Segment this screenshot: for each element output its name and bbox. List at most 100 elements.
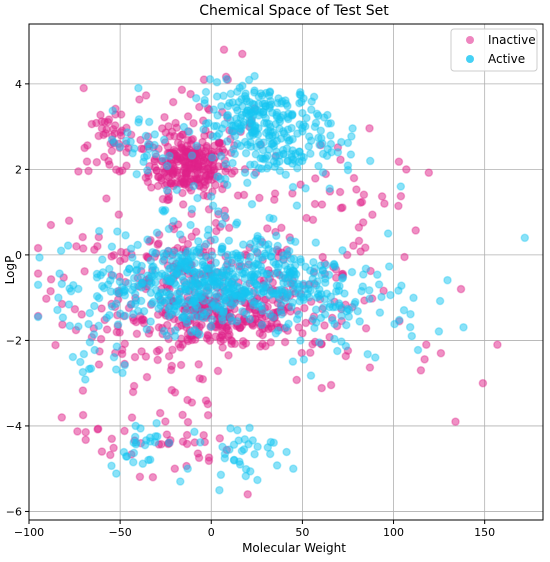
point-active <box>295 296 305 306</box>
point-active <box>288 298 298 307</box>
point-active <box>164 438 174 448</box>
point-active <box>126 137 135 146</box>
point-active <box>210 235 220 244</box>
point-active <box>247 270 257 279</box>
point-active <box>132 169 141 179</box>
point-active <box>265 103 274 113</box>
point-active <box>90 301 99 311</box>
point-inactive <box>178 188 187 198</box>
point-active <box>84 319 93 329</box>
point-inactive <box>241 338 251 348</box>
point-active <box>241 262 250 272</box>
point-active <box>272 136 282 146</box>
point-active <box>211 258 221 268</box>
point-inactive <box>90 245 99 254</box>
point-active <box>226 423 235 433</box>
point-inactive <box>46 286 55 296</box>
point-active <box>244 257 253 266</box>
point-active <box>108 106 117 115</box>
point-inactive <box>258 330 268 340</box>
point-inactive <box>136 135 145 145</box>
point-active <box>338 245 347 255</box>
point-active <box>256 261 266 271</box>
point-active <box>136 296 146 306</box>
point-inactive <box>349 241 358 250</box>
point-active <box>304 292 314 302</box>
point-active <box>214 129 224 139</box>
point-inactive <box>203 399 213 409</box>
point-active <box>244 439 253 449</box>
point-active <box>283 290 293 299</box>
point-active <box>337 274 347 283</box>
point-inactive <box>235 323 245 332</box>
point-active <box>372 270 382 280</box>
point-active <box>234 97 244 107</box>
point-active <box>133 281 143 290</box>
point-inactive <box>255 193 264 203</box>
point-inactive <box>317 200 327 209</box>
point-inactive <box>168 97 178 107</box>
point-active <box>222 136 232 146</box>
point-active <box>335 281 344 291</box>
point-active <box>134 118 143 127</box>
point-inactive <box>101 128 110 138</box>
point-active <box>295 90 305 99</box>
point-active <box>106 276 115 285</box>
point-active <box>228 255 237 265</box>
point-inactive <box>199 430 208 440</box>
point-active <box>190 427 199 437</box>
point-active <box>318 139 327 148</box>
point-active <box>227 126 236 136</box>
point-inactive <box>365 124 374 133</box>
point-inactive <box>178 437 188 446</box>
point-active <box>295 98 304 108</box>
point-inactive <box>96 110 105 120</box>
point-active <box>146 288 156 298</box>
point-active <box>292 201 302 210</box>
point-active <box>390 319 399 329</box>
point-inactive <box>128 387 138 397</box>
point-active <box>263 151 272 160</box>
point-active <box>308 314 318 324</box>
point-active <box>337 303 347 313</box>
point-active <box>201 252 211 262</box>
point-active <box>209 121 219 131</box>
point-active <box>212 77 222 87</box>
point-active <box>311 305 321 315</box>
point-active <box>298 108 307 118</box>
point-active <box>350 297 360 307</box>
point-inactive <box>195 374 204 383</box>
point-inactive <box>401 165 411 174</box>
point-active <box>107 302 117 311</box>
point-active <box>265 213 274 223</box>
point-active <box>33 312 43 322</box>
point-active <box>223 250 232 260</box>
point-active <box>193 193 202 203</box>
point-inactive <box>361 323 371 333</box>
point-active <box>253 475 262 485</box>
point-inactive <box>97 447 107 456</box>
point-inactive <box>280 337 290 347</box>
point-inactive <box>46 274 56 284</box>
point-active <box>200 95 209 105</box>
point-active <box>143 139 153 149</box>
point-active <box>98 267 108 277</box>
point-active <box>365 294 374 304</box>
point-active <box>222 74 231 84</box>
point-inactive <box>451 417 460 427</box>
point-active <box>363 349 373 359</box>
point-active <box>314 133 323 143</box>
point-active <box>288 182 298 192</box>
point-inactive <box>141 91 151 100</box>
point-inactive <box>213 366 223 376</box>
point-active <box>374 280 384 289</box>
point-active <box>132 265 142 275</box>
point-active <box>299 152 309 162</box>
point-active <box>189 181 198 191</box>
point-active <box>65 321 75 331</box>
point-active <box>248 99 258 109</box>
point-active <box>250 71 259 81</box>
point-active <box>279 270 289 280</box>
point-active <box>233 425 242 435</box>
point-inactive <box>120 254 129 264</box>
